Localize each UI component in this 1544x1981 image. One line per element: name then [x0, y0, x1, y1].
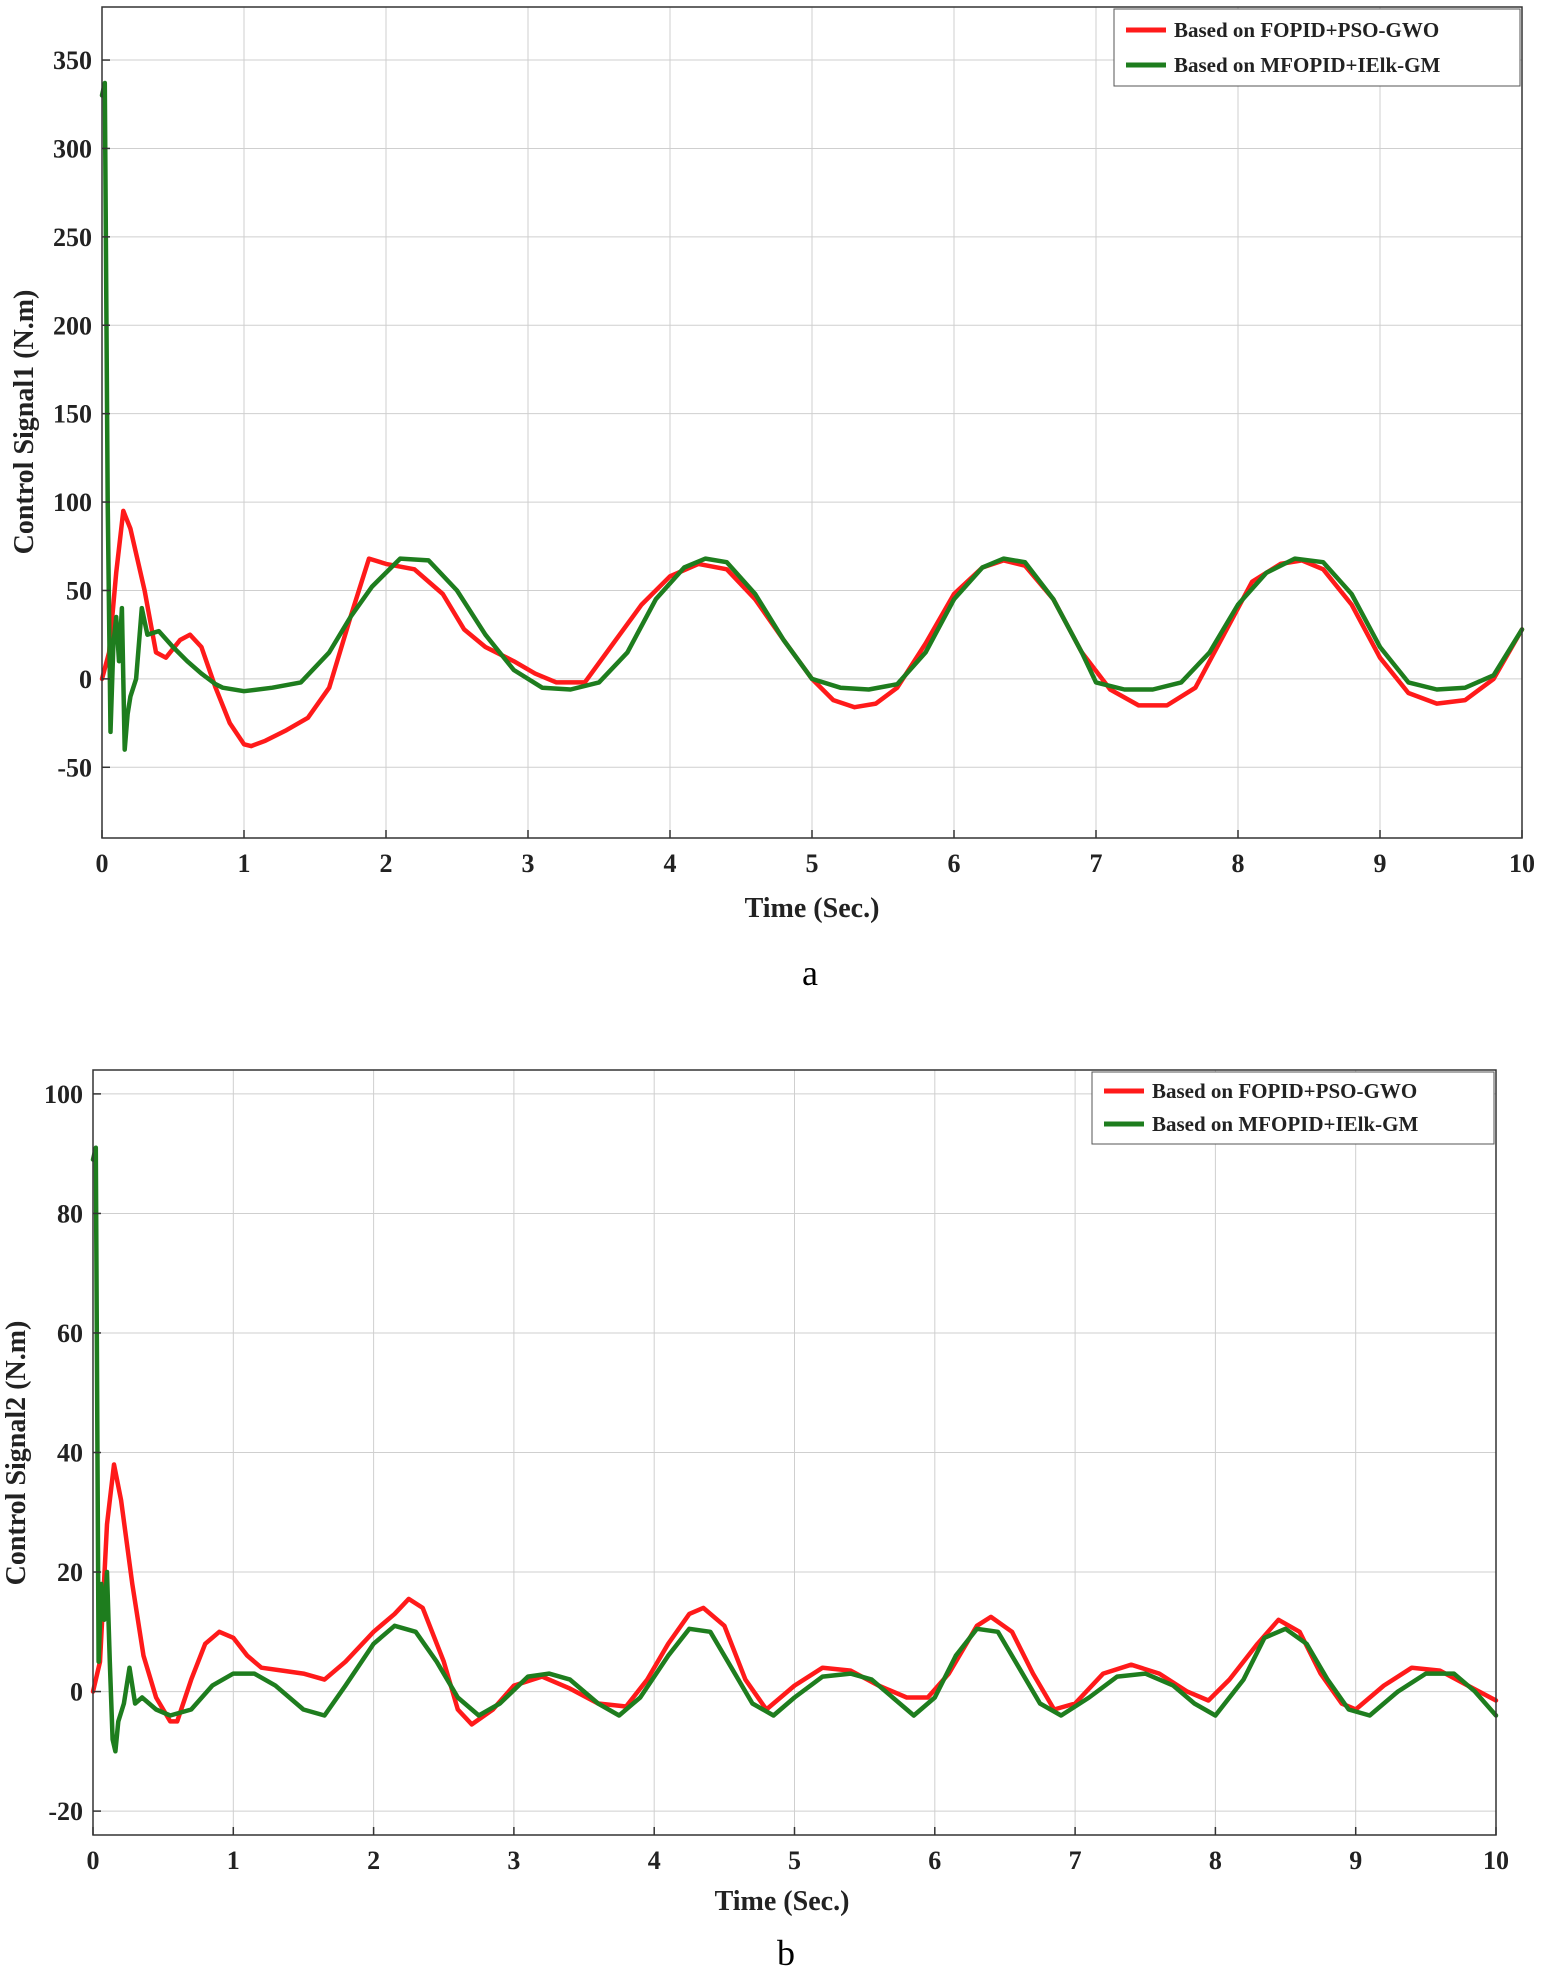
y-tick-label-b-2: 20	[57, 1558, 83, 1587]
y-tick-label-a-5: 200	[53, 311, 92, 340]
x-tick-label-a-5: 5	[806, 849, 819, 878]
legend-entry-a-0: Based on FOPID+PSO-GWO	[1174, 18, 1439, 42]
y-tick-label-b-0: -20	[48, 1797, 83, 1826]
x-axis-label-b: Time (Sec.)	[715, 1886, 850, 1917]
y-axis-label-b: Control Signal2 (N.m)	[1, 1321, 32, 1586]
series-layer-b	[90, 1145, 1499, 1754]
series-line-a-0	[99, 508, 1525, 749]
x-tick-label-b-6: 6	[928, 1846, 941, 1875]
y-tick-label-a-2: 50	[66, 576, 92, 605]
x-tick-label-b-4: 4	[648, 1846, 661, 1875]
x-tick-label-a-4: 4	[664, 849, 677, 878]
y-tick-label-b-1: 0	[70, 1678, 83, 1707]
x-tick-label-a-0: 0	[96, 849, 109, 878]
x-tick-label-b-2: 2	[367, 1846, 380, 1875]
y-tick-label-b-6: 100	[44, 1080, 83, 1109]
series-line-b-0	[90, 1462, 1499, 1727]
x-tick-label-a-3: 3	[522, 849, 535, 878]
x-tick-label-b-3: 3	[507, 1846, 520, 1875]
y-tick-label-a-8: 350	[53, 46, 92, 75]
y-tick-label-a-1: 0	[79, 665, 92, 694]
y-axis-label-a: Control Signal1 (N.m)	[9, 290, 40, 555]
x-axis-label-a: Time (Sec.)	[745, 893, 880, 924]
legend-entry-b-1: Based on MFOPID+IElk-GM	[1152, 1112, 1418, 1136]
panel-label-a: a	[802, 953, 818, 993]
y-tick-label-b-4: 60	[57, 1319, 83, 1348]
x-tick-label-b-0: 0	[87, 1846, 100, 1875]
x-tick-label-b-1: 1	[227, 1846, 240, 1875]
chart-panel-a: 0 1 2 3 4 5 6 7 8 9 10 -50 0 50 100 150 200 250 300 350 Tim…	[9, 6, 1535, 993]
x-tick-label-b-10: 10	[1483, 1846, 1509, 1875]
x-tick-label-b-8: 8	[1209, 1846, 1222, 1875]
x-tick-label-a-2: 2	[380, 849, 393, 878]
y-tick-label-a-4: 150	[53, 400, 92, 429]
legend-b: Based on FOPID+PSO-GWO Based on MFOPID+I…	[1091, 1071, 1495, 1145]
y-tick-label-a-6: 250	[53, 223, 92, 252]
x-tick-label-a-7: 7	[1090, 849, 1103, 878]
grid-a	[101, 7, 1523, 838]
grid-b	[92, 1070, 1497, 1835]
x-tick-label-a-10: 10	[1509, 849, 1535, 878]
x-tick-label-a-8: 8	[1232, 849, 1245, 878]
x-tick-label-a-1: 1	[238, 849, 251, 878]
legend-a: Based on FOPID+PSO-GWO Based on MFOPID+I…	[1113, 8, 1521, 87]
y-tick-label-b-3: 40	[57, 1439, 83, 1468]
legend-box-a	[1113, 8, 1521, 87]
y-tick-label-a-3: 100	[53, 488, 92, 517]
series-line-b-1	[90, 1145, 1499, 1754]
y-tick-label-a-7: 300	[53, 134, 92, 163]
series-layer-a	[99, 80, 1525, 752]
y-tick-label-a-0: -50	[57, 753, 92, 782]
legend-box-b	[1091, 1071, 1495, 1145]
legend-entry-a-1: Based on MFOPID+IElk-GM	[1174, 53, 1440, 77]
ticks-a: 0 1 2 3 4 5 6 7 8 9 10 -50 0 50 100 150 200 250 300 350	[53, 46, 1535, 878]
x-tick-label-b-7: 7	[1069, 1846, 1082, 1875]
y-tick-label-b-5: 80	[57, 1199, 83, 1228]
x-tick-label-a-6: 6	[948, 849, 961, 878]
series-line-a-1	[99, 80, 1525, 752]
x-tick-label-b-9: 9	[1349, 1846, 1362, 1875]
panel-label-b: b	[777, 1933, 795, 1973]
legend-entry-b-0: Based on FOPID+PSO-GWO	[1152, 1079, 1417, 1103]
x-tick-label-b-5: 5	[788, 1846, 801, 1875]
x-tick-label-a-9: 9	[1374, 849, 1387, 878]
